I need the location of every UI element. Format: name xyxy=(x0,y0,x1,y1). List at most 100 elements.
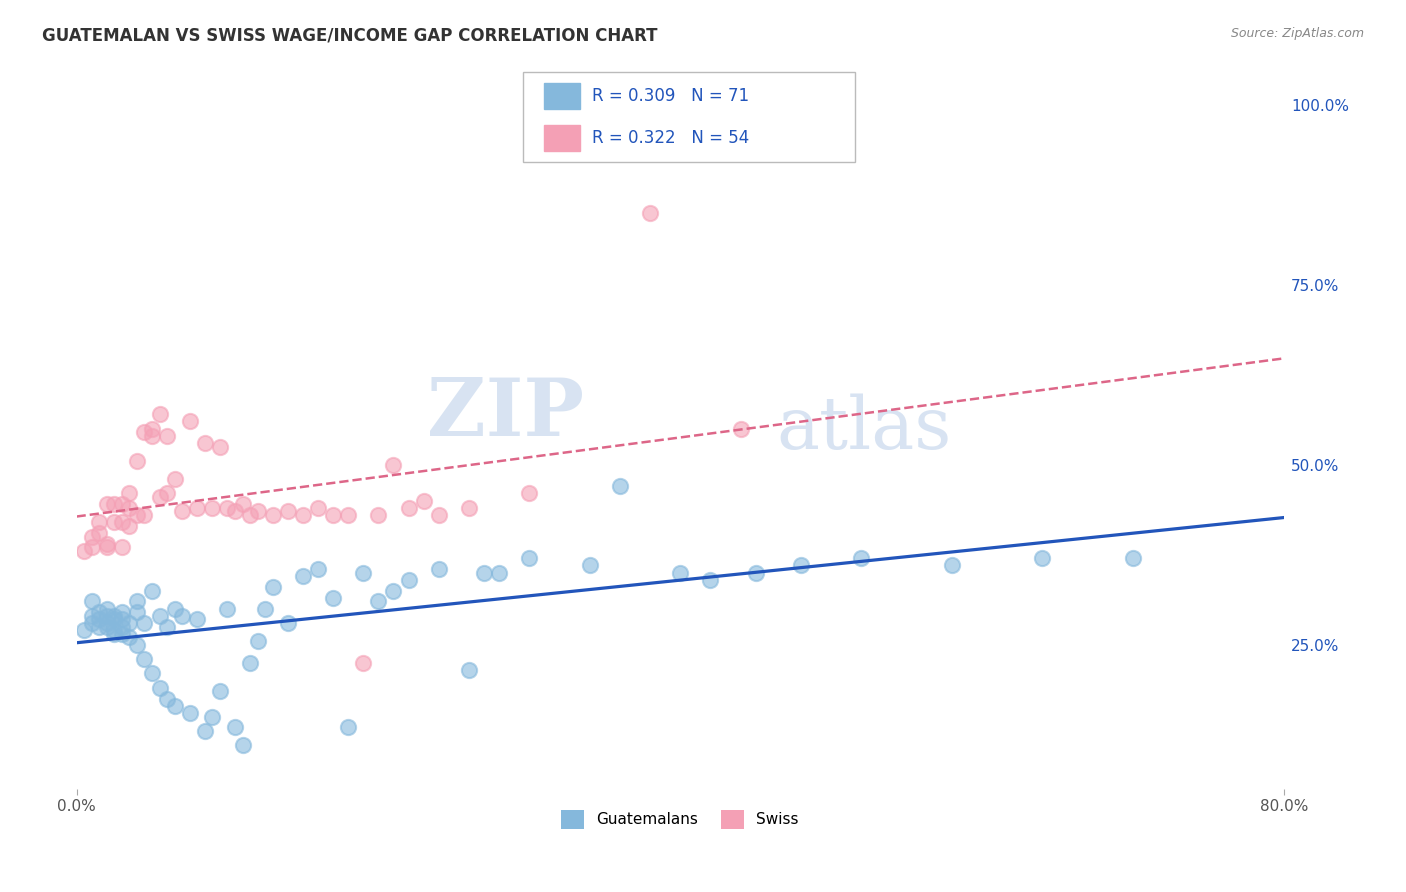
Point xyxy=(254,601,277,615)
Point xyxy=(148,407,170,421)
Point xyxy=(156,619,179,633)
Point xyxy=(217,601,239,615)
Point xyxy=(201,500,224,515)
Point xyxy=(103,497,125,511)
Point xyxy=(172,608,194,623)
Point xyxy=(427,508,450,522)
Point xyxy=(111,619,134,633)
Point xyxy=(148,608,170,623)
Point xyxy=(125,454,148,468)
Text: Source: ZipAtlas.com: Source: ZipAtlas.com xyxy=(1230,27,1364,40)
Point xyxy=(246,504,269,518)
Point xyxy=(89,612,111,626)
Point xyxy=(398,500,420,515)
Point xyxy=(262,580,284,594)
Point xyxy=(156,691,179,706)
Point xyxy=(111,515,134,529)
Point xyxy=(103,626,125,640)
Point xyxy=(1122,551,1144,566)
Point xyxy=(118,500,141,515)
Point xyxy=(488,566,510,580)
Point xyxy=(118,518,141,533)
Point xyxy=(277,615,299,630)
Point xyxy=(669,566,692,580)
Point xyxy=(103,515,125,529)
Point xyxy=(80,541,103,555)
Point xyxy=(118,615,141,630)
Point xyxy=(398,573,420,587)
Point xyxy=(307,500,329,515)
Point xyxy=(277,504,299,518)
Point xyxy=(337,508,360,522)
Point xyxy=(80,529,103,543)
FancyBboxPatch shape xyxy=(544,83,581,109)
Text: GUATEMALAN VS SWISS WAGE/INCOME GAP CORRELATION CHART: GUATEMALAN VS SWISS WAGE/INCOME GAP CORR… xyxy=(42,27,658,45)
Point xyxy=(148,490,170,504)
Point xyxy=(322,591,344,605)
Point xyxy=(517,486,540,500)
Point xyxy=(239,656,262,670)
Point xyxy=(179,706,201,720)
Point xyxy=(96,619,118,633)
Point xyxy=(96,615,118,630)
Point xyxy=(96,601,118,615)
Point xyxy=(427,562,450,576)
Point xyxy=(201,709,224,723)
Point xyxy=(744,566,766,580)
Point xyxy=(382,458,405,472)
Point xyxy=(111,497,134,511)
Point xyxy=(89,525,111,540)
Point xyxy=(851,551,873,566)
Point xyxy=(1031,551,1053,566)
Point xyxy=(141,428,163,442)
Point xyxy=(262,508,284,522)
FancyBboxPatch shape xyxy=(523,72,855,162)
Point xyxy=(367,508,389,522)
Point xyxy=(352,566,374,580)
Point xyxy=(472,566,495,580)
Point xyxy=(699,573,721,587)
Point xyxy=(291,569,314,583)
Point xyxy=(111,626,134,640)
Point xyxy=(141,583,163,598)
Point xyxy=(307,562,329,576)
Point xyxy=(103,612,125,626)
Point xyxy=(103,623,125,637)
Point xyxy=(163,698,186,713)
Point xyxy=(458,663,481,677)
Point xyxy=(208,440,231,454)
Point xyxy=(232,497,254,511)
Point xyxy=(80,594,103,608)
Point xyxy=(96,608,118,623)
Point xyxy=(156,428,179,442)
Point xyxy=(322,508,344,522)
Legend: Guatemalans, Swiss: Guatemalans, Swiss xyxy=(555,804,806,835)
FancyBboxPatch shape xyxy=(544,125,581,151)
Point xyxy=(134,652,156,666)
Text: ZIP: ZIP xyxy=(426,376,583,453)
Point xyxy=(118,486,141,500)
Point xyxy=(941,558,963,573)
Point xyxy=(517,551,540,566)
Point xyxy=(125,638,148,652)
Point xyxy=(232,739,254,753)
Point xyxy=(141,421,163,435)
Point xyxy=(186,500,208,515)
Point xyxy=(148,681,170,695)
Point xyxy=(96,537,118,551)
Point xyxy=(172,504,194,518)
Point xyxy=(224,504,246,518)
Point xyxy=(458,500,481,515)
Point xyxy=(352,656,374,670)
Text: atlas: atlas xyxy=(776,393,952,464)
Point xyxy=(382,583,405,598)
Point xyxy=(125,605,148,619)
Point xyxy=(89,605,111,619)
Point xyxy=(134,615,156,630)
Point xyxy=(239,508,262,522)
Point xyxy=(141,666,163,681)
Point xyxy=(156,486,179,500)
Point xyxy=(367,594,389,608)
Point xyxy=(186,612,208,626)
Point xyxy=(246,634,269,648)
